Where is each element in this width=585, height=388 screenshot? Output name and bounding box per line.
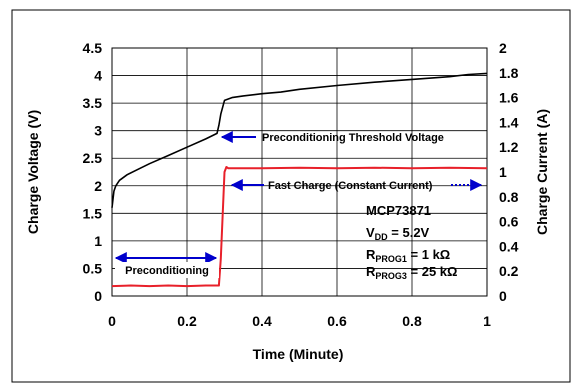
vdd-sub: DD	[375, 232, 388, 242]
chart-frame	[11, 9, 571, 383]
y-right-tick-label: 2	[499, 40, 507, 56]
annotation-threshold: Preconditioning Threshold Voltage	[220, 131, 444, 144]
y-left-tick-label: 4	[94, 68, 102, 84]
precondition-label: Preconditioning	[125, 265, 209, 277]
vdd-value: = 5.2V	[388, 225, 430, 240]
vdd-spec: VDD = 5.2V	[366, 225, 430, 242]
rprog1-spec: RPROG1 = 1 kΩ	[366, 247, 450, 264]
x-tick-label: 0	[108, 313, 116, 329]
y-axis-right-ticks: 0 0.2 0.4 0.6 0.8 1 1.2 1.4 1.6 1.8 2	[499, 40, 519, 304]
y-left-tick-label: 3	[94, 123, 102, 139]
y-right-tick-label: 1.6	[499, 90, 519, 106]
y-left-tick-label: 2	[94, 178, 102, 194]
y-left-tick-label: 0	[94, 288, 102, 304]
y-right-tick-label: 0.4	[499, 238, 519, 254]
y-right-tick-label: 0.8	[499, 189, 519, 205]
x-tick-label: 0.2	[177, 313, 197, 329]
y-left-tick-label: 3.5	[83, 95, 103, 111]
y-right-tick-label: 1.8	[499, 65, 519, 81]
y-left-tick-label: 0.5	[83, 260, 103, 276]
rprog3-spec: RPROG3 = 25 kΩ	[366, 264, 457, 281]
threshold-label: Preconditioning Threshold Voltage	[262, 132, 444, 144]
charge-current-line	[111, 166, 488, 288]
x-tick-label: 0.4	[252, 313, 272, 329]
x-axis-label: Time (Minute)	[253, 346, 344, 362]
y-axis-right-label: Charge Current (A)	[534, 109, 550, 235]
x-tick-label: 1	[483, 313, 491, 329]
y-left-tick-label: 4.5	[83, 40, 103, 56]
rprog3-base: R	[366, 264, 376, 279]
x-tick-label: 0.6	[327, 313, 347, 329]
device-name: MCP73871	[366, 203, 431, 218]
y-axis-left-label: Charge Voltage (V)	[25, 110, 41, 234]
fast-charge-label: Fast Charge (Constant Current)	[268, 180, 433, 192]
x-axis-ticks: 0 0.2 0.4 0.6 0.8 1	[108, 313, 491, 329]
y-right-tick-label: 0.6	[499, 214, 519, 230]
annotation-precondition: Preconditioning	[114, 252, 219, 278]
y-right-tick-label: 0.2	[499, 263, 519, 279]
y-left-tick-label: 2.5	[83, 150, 103, 166]
precondition-label-bg	[115, 262, 219, 278]
rprog3-sub: PROG3	[375, 271, 407, 281]
annotation-fast-charge: Fast Charge (Constant Current)	[230, 179, 483, 192]
y-left-tick-label: 1	[94, 233, 102, 249]
y-right-tick-label: 1.4	[499, 114, 519, 130]
rprog1-sub: PROG1	[375, 254, 407, 264]
y-axis-left-ticks: 0 0.5 1 1.5 2 2.5 3 3.5 4 4.5	[83, 40, 103, 304]
y-right-tick-label: 1	[499, 164, 507, 180]
y-left-tick-label: 1.5	[83, 205, 103, 221]
series-group	[111, 72, 488, 288]
y-right-tick-label: 0	[499, 288, 507, 304]
rprog1-value: = 1 kΩ	[407, 247, 450, 262]
x-tick-label: 0.8	[402, 313, 422, 329]
vdd-base: V	[366, 225, 375, 240]
rprog1-base: R	[366, 247, 376, 262]
plot-area	[111, 47, 488, 297]
spec-block: MCP73871 VDD = 5.2V RPROG1 = 1 kΩ RPROG3…	[366, 203, 457, 281]
rprog3-value: = 25 kΩ	[407, 264, 458, 279]
y-right-tick-label: 1.2	[499, 139, 519, 155]
charge-voltage-line	[111, 72, 488, 208]
